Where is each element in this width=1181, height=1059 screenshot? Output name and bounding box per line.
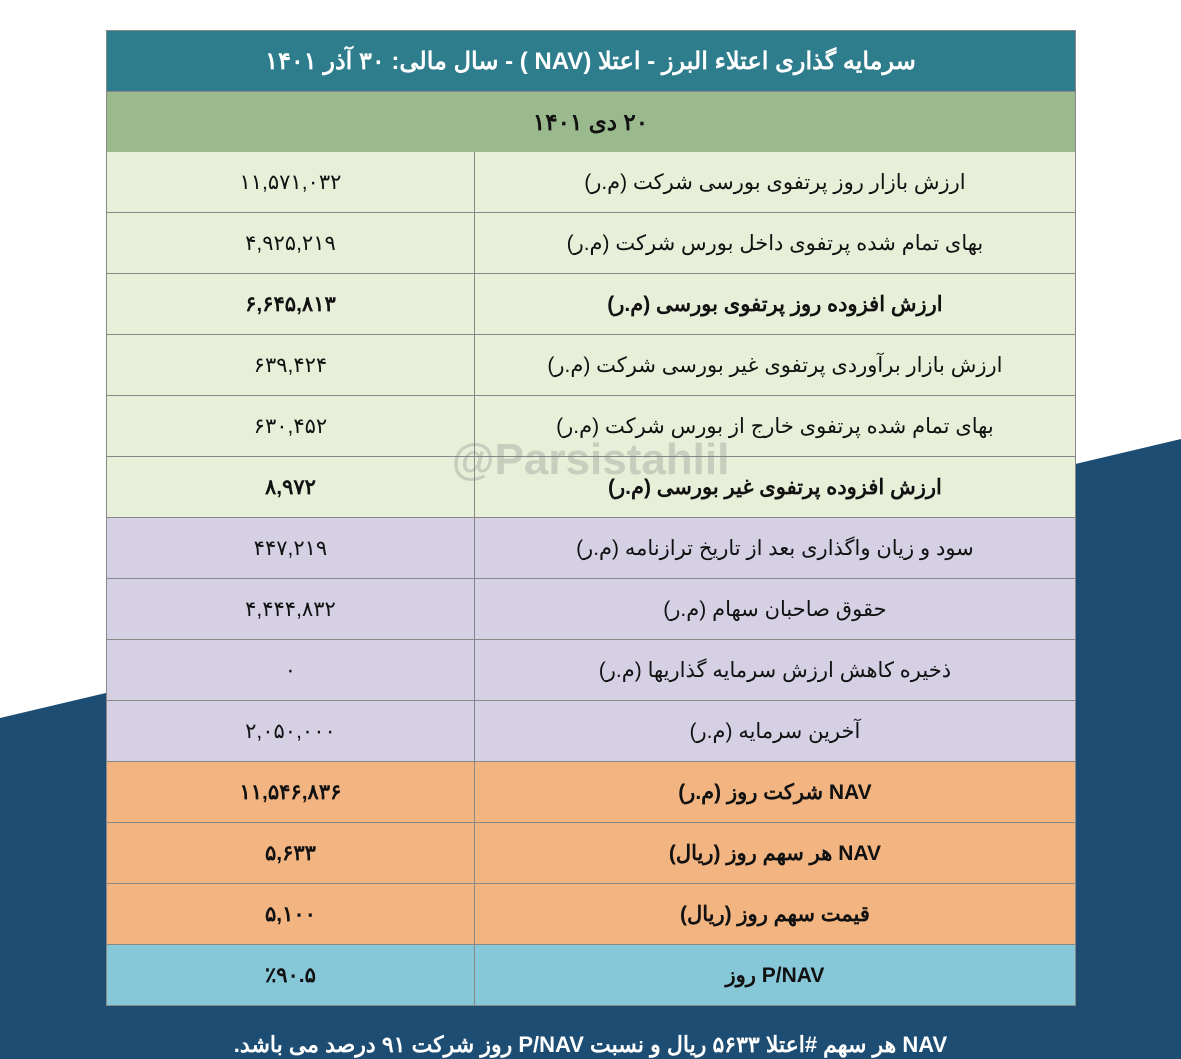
row-value: ۱۱,۵۷۱,۰۳۲	[107, 152, 475, 212]
row-value: ۴,۹۲۵,۲۱۹	[107, 213, 475, 273]
table-row: حقوق صاحبان سهام (م.ر)۴,۴۴۴,۸۳۲	[107, 578, 1075, 639]
row-value: ۸,۹۷۲	[107, 457, 475, 517]
row-label: NAV هر سهم روز (ریال)	[474, 823, 1074, 883]
row-label: حقوق صاحبان سهام (م.ر)	[474, 579, 1074, 639]
footer-note: NAV هر سهم #اعتلا ۵۶۳۳ ریال و نسبت P/NAV…	[0, 1032, 1181, 1058]
table-row: P/NAV روز٪۹۰.۵	[107, 944, 1075, 1005]
row-value: ۶۳۹,۴۲۴	[107, 335, 475, 395]
row-label: سود و زیان واگذاری بعد از تاریخ ترازنامه…	[474, 518, 1074, 578]
table-row: ارزش بازار روز پرتفوی بورسی شرکت (م.ر)۱۱…	[107, 152, 1075, 212]
row-value: ۶۳۰,۴۵۲	[107, 396, 475, 456]
row-value: ۵,۶۳۳	[107, 823, 475, 883]
row-value: ۶,۶۴۵,۸۱۳	[107, 274, 475, 334]
row-value: ٪۹۰.۵	[107, 945, 475, 1005]
table-row: بهای تمام شده پرتفوی داخل بورس شرکت (م.ر…	[107, 212, 1075, 273]
nav-table: سرمایه گذاری اعتلاء البرز - اعتلا (NAV )…	[106, 30, 1076, 1006]
table-row: ارزش بازار برآوردی پرتفوی غیر بورسی شرکت…	[107, 334, 1075, 395]
row-label: آخرین سرمایه (م.ر)	[474, 701, 1074, 761]
row-label: ارزش بازار روز پرتفوی بورسی شرکت (م.ر)	[474, 152, 1074, 212]
row-label: ارزش افزوده روز پرتفوی بورسی (م.ر)	[474, 274, 1074, 334]
table-row: ذخیره کاهش ارزش سرمایه گذاریها (م.ر)۰	[107, 639, 1075, 700]
table-row: آخرین سرمایه (م.ر)۲,۰۵۰,۰۰۰	[107, 700, 1075, 761]
row-value: ۵,۱۰۰	[107, 884, 475, 944]
table-row: ارزش افزوده پرتفوی غیر بورسی (م.ر)۸,۹۷۲	[107, 456, 1075, 517]
row-label: ارزش بازار برآوردی پرتفوی غیر بورسی شرکت…	[474, 335, 1074, 395]
table-row: NAV شرکت روز (م.ر)۱۱,۵۴۶,۸۳۶	[107, 761, 1075, 822]
table-title: سرمایه گذاری اعتلاء البرز - اعتلا (NAV )…	[107, 31, 1075, 91]
row-value: ۲,۰۵۰,۰۰۰	[107, 701, 475, 761]
table-row: NAV هر سهم روز (ریال)۵,۶۳۳	[107, 822, 1075, 883]
row-label: قیمت سهم روز (ریال)	[474, 884, 1074, 944]
header-row: سرمایه گذاری اعتلاء البرز - اعتلا (NAV )…	[107, 31, 1075, 91]
row-value: ۴۴۷,۲۱۹	[107, 518, 475, 578]
row-label: بهای تمام شده پرتفوی داخل بورس شرکت (م.ر…	[474, 213, 1074, 273]
row-label: P/NAV روز	[474, 945, 1074, 1005]
row-value: ۴,۴۴۴,۸۳۲	[107, 579, 475, 639]
row-value: ۰	[107, 640, 475, 700]
date-row: ۲۰ دی ۱۴۰۱	[107, 91, 1075, 152]
table-row: ارزش افزوده روز پرتفوی بورسی (م.ر)۶,۶۴۵,…	[107, 273, 1075, 334]
row-label: ذخیره کاهش ارزش سرمایه گذاریها (م.ر)	[474, 640, 1074, 700]
row-value: ۱۱,۵۴۶,۸۳۶	[107, 762, 475, 822]
table-row: سود و زیان واگذاری بعد از تاریخ ترازنامه…	[107, 517, 1075, 578]
table-row: بهای تمام شده پرتفوی خارج از بورس شرکت (…	[107, 395, 1075, 456]
table-date: ۲۰ دی ۱۴۰۱	[107, 92, 1075, 152]
row-label: بهای تمام شده پرتفوی خارج از بورس شرکت (…	[474, 396, 1074, 456]
table-row: قیمت سهم روز (ریال)۵,۱۰۰	[107, 883, 1075, 944]
row-label: NAV شرکت روز (م.ر)	[474, 762, 1074, 822]
row-label: ارزش افزوده پرتفوی غیر بورسی (م.ر)	[474, 457, 1074, 517]
